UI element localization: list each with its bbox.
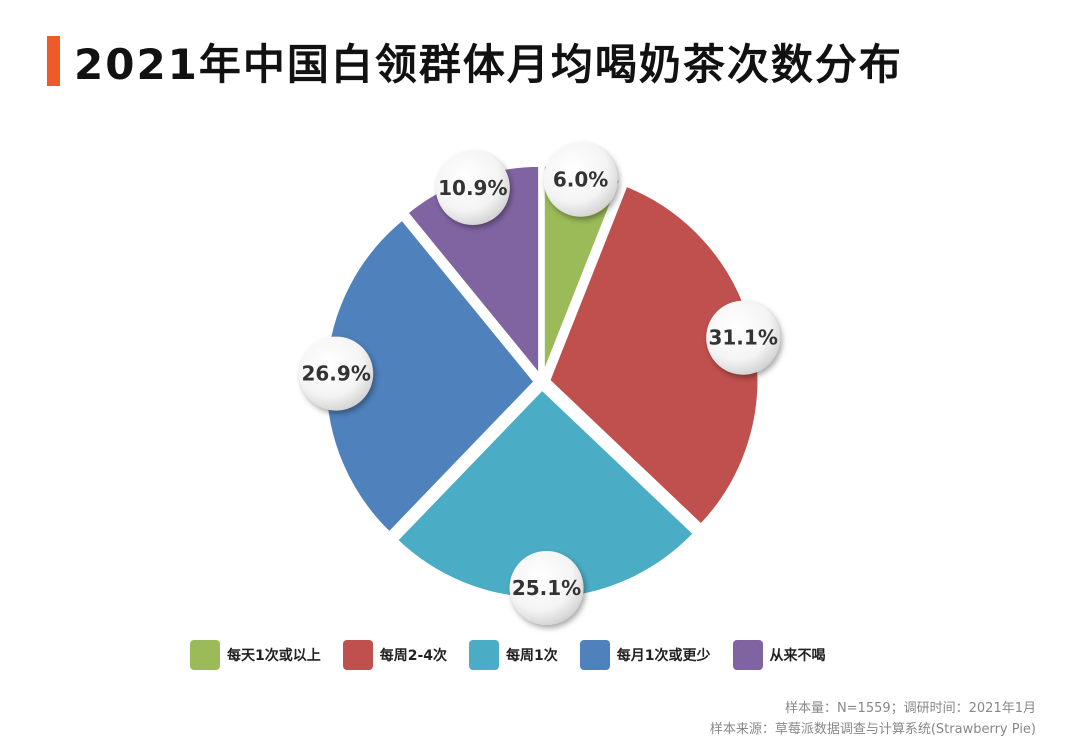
legend-swatch-never (732, 640, 763, 670)
data-label-daily: 6.0% (543, 142, 618, 217)
data-label-bubble-daily (543, 142, 618, 217)
legend-swatch-weekly-once (469, 640, 500, 670)
legend-item-daily: 每天1次或以上 (190, 640, 321, 670)
data-label-bubble-weekly-2-4 (706, 300, 781, 375)
data-label-bubble-monthly-or-less (299, 336, 374, 411)
data-label-text-weekly-2-4: 31.1% (708, 326, 777, 350)
legend-item-weekly-2-4: 每周2-4次 (342, 640, 448, 670)
legend-swatch-weekly-2-4 (342, 640, 373, 670)
data-label-text-daily: 6.0% (553, 168, 608, 192)
data-label-text-monthly-or-less: 26.9% (301, 362, 370, 386)
legend-swatch-monthly-or-less (579, 640, 610, 670)
source-footnote: 样本来源：草莓派数据调查与计算系统(Strawberry Pie) (709, 722, 1036, 737)
data-label-text-never: 10.9% (438, 176, 507, 200)
chart-title: 2021年中国白领群体月均喝奶茶次数分布 (74, 39, 903, 89)
pie-chart: 6.0% 31.1% 25.1% 26.9% 10.9% (299, 142, 781, 625)
legend-label-never: 从来不喝 (769, 648, 826, 664)
data-label-never: 10.9% (435, 150, 510, 225)
legend: 每天1次或以上 每周2-4次 每周1次 每月1次或更少 从来不喝 (190, 640, 826, 670)
legend-item-monthly-or-less: 每月1次或更少 (579, 640, 711, 670)
legend-label-monthly-or-less: 每月1次或更少 (616, 648, 711, 664)
data-label-text-weekly-once: 25.1% (512, 576, 581, 600)
chart-title-block: 2021年中国白领群体月均喝奶茶次数分布 (47, 30, 903, 92)
legend-label-weekly-once: 每周1次 (506, 648, 558, 664)
data-label-weekly-2-4: 31.1% (706, 300, 781, 375)
legend-label-weekly-2-4: 每周2-4次 (379, 648, 448, 664)
data-label-bubble-weekly-once (509, 550, 584, 625)
legend-item-never: 从来不喝 (732, 640, 826, 670)
data-label-monthly-or-less: 26.9% (299, 336, 374, 411)
legend-label-daily: 每天1次或以上 (227, 648, 321, 664)
sample-footnote: 样本量：N=1559；调研时间：2021年1月 (784, 701, 1036, 716)
legend-swatch-daily (190, 640, 220, 670)
title-accent-bar (47, 36, 60, 86)
data-label-weekly-once: 25.1% (509, 550, 584, 625)
legend-item-weekly-once: 每周1次 (469, 640, 558, 670)
data-label-bubble-never (435, 150, 510, 225)
